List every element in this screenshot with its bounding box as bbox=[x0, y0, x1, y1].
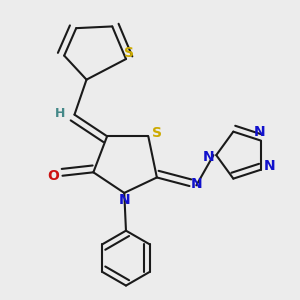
Text: S: S bbox=[124, 46, 134, 60]
Text: O: O bbox=[47, 169, 59, 183]
Text: N: N bbox=[190, 177, 202, 191]
Text: N: N bbox=[203, 150, 214, 164]
Text: H: H bbox=[55, 107, 65, 121]
Text: N: N bbox=[264, 159, 275, 173]
Text: N: N bbox=[254, 125, 265, 139]
Text: S: S bbox=[152, 126, 162, 140]
Text: N: N bbox=[119, 193, 131, 207]
